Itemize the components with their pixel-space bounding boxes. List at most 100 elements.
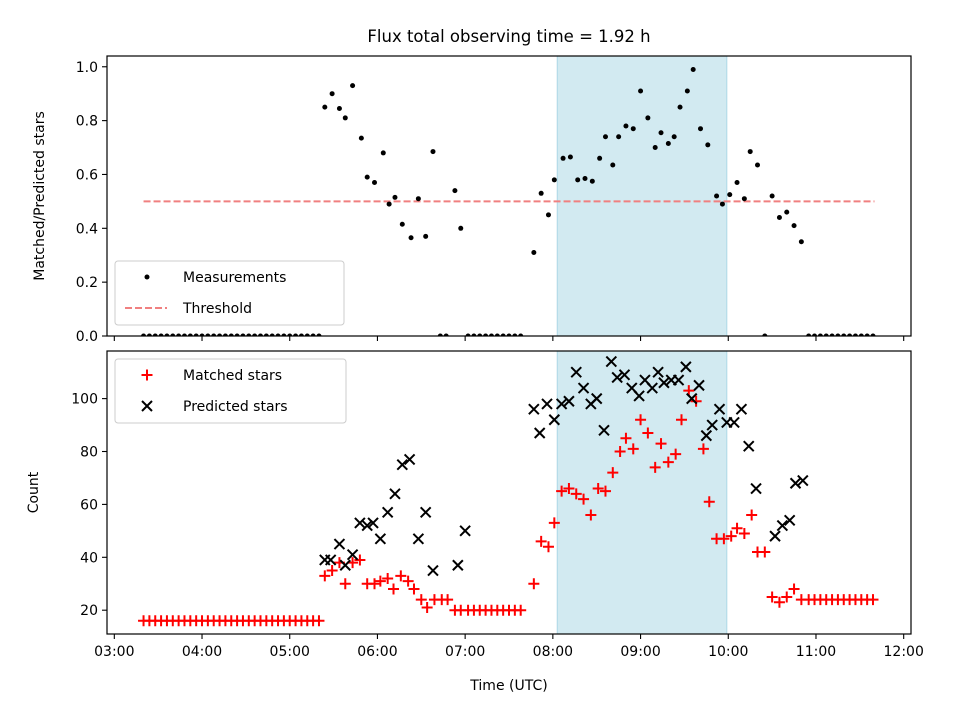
data-point bbox=[607, 467, 619, 479]
data-point bbox=[769, 193, 775, 199]
data-point bbox=[727, 192, 733, 198]
plot-area bbox=[138, 355, 879, 627]
data-point bbox=[697, 126, 703, 132]
y-tick-label: 80 bbox=[80, 445, 98, 461]
x-tick-label: 12:00 bbox=[884, 644, 924, 660]
data-point bbox=[443, 333, 449, 336]
x-tick-label: 04:00 bbox=[182, 644, 222, 660]
y-tick-label: 1.0 bbox=[76, 60, 98, 76]
data-point bbox=[693, 379, 705, 392]
data-point bbox=[339, 559, 351, 571]
data-point bbox=[762, 333, 768, 336]
data-point bbox=[713, 403, 726, 415]
data-point bbox=[287, 333, 293, 336]
data-point bbox=[336, 106, 342, 111]
data-point bbox=[776, 215, 782, 221]
data-point bbox=[684, 88, 690, 94]
data-point bbox=[611, 371, 623, 384]
data-point bbox=[346, 548, 359, 561]
data-point bbox=[164, 333, 170, 336]
data-point bbox=[769, 530, 781, 542]
data-point bbox=[541, 398, 553, 410]
data-point bbox=[662, 456, 674, 468]
data-point bbox=[620, 432, 632, 444]
data-point bbox=[645, 115, 651, 121]
x-tick-label: 07:00 bbox=[445, 644, 485, 660]
data-point bbox=[706, 419, 718, 431]
data-point bbox=[658, 130, 664, 136]
axes-frame bbox=[106, 55, 912, 337]
data-point bbox=[477, 333, 483, 336]
data-point bbox=[257, 333, 263, 336]
data-point bbox=[642, 427, 654, 439]
data-point bbox=[577, 382, 590, 394]
data-point bbox=[671, 134, 677, 140]
data-point bbox=[635, 414, 647, 426]
data-point bbox=[408, 583, 420, 595]
data-point bbox=[548, 517, 560, 529]
data-point bbox=[599, 485, 611, 497]
data-point bbox=[788, 583, 800, 595]
data-point bbox=[402, 575, 414, 587]
data-point bbox=[728, 416, 740, 429]
data-point bbox=[399, 221, 405, 227]
data-point bbox=[333, 538, 346, 550]
data-point bbox=[686, 392, 698, 405]
data-point bbox=[570, 366, 582, 378]
data-point bbox=[415, 594, 427, 606]
data-point bbox=[389, 488, 401, 500]
data-point bbox=[630, 126, 636, 132]
data-point bbox=[652, 145, 658, 151]
data-point bbox=[545, 212, 551, 218]
data-point bbox=[217, 333, 223, 336]
axes-frame bbox=[106, 350, 912, 635]
data-point bbox=[342, 115, 348, 121]
legend-marker bbox=[141, 369, 153, 381]
data-point bbox=[592, 483, 604, 495]
data-point bbox=[823, 333, 829, 336]
data-point bbox=[512, 333, 518, 336]
series-predicted-stars bbox=[319, 355, 809, 577]
data-point bbox=[228, 333, 234, 336]
data-point bbox=[382, 572, 394, 584]
chart-title: Flux total observing time = 1.92 h bbox=[367, 27, 650, 46]
data-point bbox=[867, 594, 879, 606]
data-point bbox=[386, 201, 392, 207]
data-point bbox=[458, 225, 464, 231]
data-point bbox=[560, 155, 566, 161]
data-point bbox=[358, 135, 364, 141]
data-point bbox=[750, 482, 762, 495]
data-point bbox=[193, 333, 199, 336]
data-point bbox=[735, 403, 748, 415]
y-tick-label: 0.0 bbox=[76, 329, 98, 345]
data-point bbox=[403, 453, 416, 466]
legend-label: Predicted stars bbox=[183, 399, 288, 415]
data-point bbox=[812, 333, 818, 336]
legend-box bbox=[114, 260, 345, 326]
data-point bbox=[452, 188, 458, 194]
data-point bbox=[725, 530, 737, 542]
data-point bbox=[372, 180, 378, 186]
data-point bbox=[354, 554, 366, 566]
data-point bbox=[500, 333, 506, 336]
data-point bbox=[421, 602, 433, 614]
legend-box bbox=[114, 358, 347, 424]
data-point bbox=[563, 395, 575, 407]
data-point bbox=[528, 403, 540, 415]
legend-marker bbox=[144, 274, 150, 280]
data-point bbox=[452, 559, 464, 571]
data-point bbox=[597, 155, 603, 161]
data-point bbox=[841, 333, 847, 336]
data-point bbox=[776, 519, 789, 532]
data-point bbox=[646, 382, 658, 394]
series-measurements bbox=[141, 66, 876, 336]
plot-area bbox=[141, 66, 876, 336]
data-point bbox=[304, 333, 310, 336]
data-point bbox=[697, 443, 709, 455]
data-point bbox=[658, 377, 670, 389]
data-point bbox=[427, 564, 439, 577]
data-point bbox=[369, 578, 381, 590]
data-point bbox=[570, 488, 582, 500]
